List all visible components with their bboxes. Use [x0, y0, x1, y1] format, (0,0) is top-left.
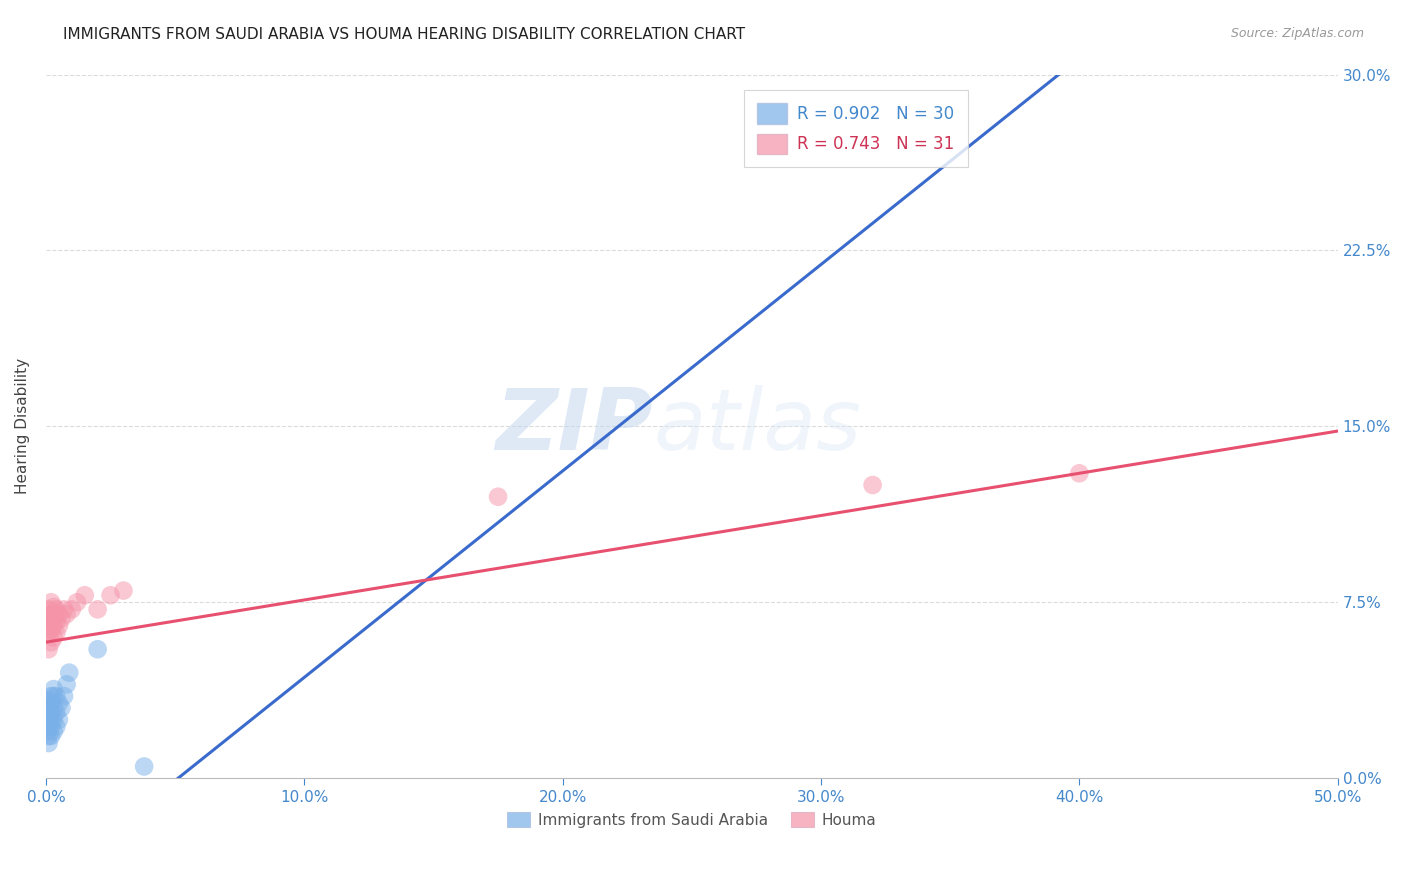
Point — [60, 602, 83, 616]
Text: IMMIGRANTS FROM SAUDI ARABIA VS HOUMA HEARING DISABILITY CORRELATION CHART: IMMIGRANTS FROM SAUDI ARABIA VS HOUMA HE… — [63, 27, 745, 42]
Point — [38, 642, 60, 657]
Point — [42, 701, 65, 715]
Point — [39, 720, 62, 734]
Point — [48, 619, 70, 633]
Point — [39, 696, 62, 710]
Point — [39, 713, 62, 727]
Point — [39, 624, 62, 638]
Point — [39, 706, 62, 720]
Point — [100, 588, 122, 602]
Point — [73, 588, 96, 602]
Point — [39, 607, 62, 621]
Point — [45, 602, 67, 616]
Text: ZIP: ZIP — [495, 384, 652, 468]
Point — [38, 612, 60, 626]
Point — [38, 713, 60, 727]
Point — [86, 602, 108, 616]
Point — [42, 724, 65, 739]
Text: atlas: atlas — [652, 384, 860, 468]
Point — [39, 689, 62, 703]
Point — [38, 701, 60, 715]
Point — [45, 720, 67, 734]
Point — [112, 583, 135, 598]
Point — [45, 625, 67, 640]
Point — [42, 682, 65, 697]
Y-axis label: Hearing Disability: Hearing Disability — [15, 359, 30, 494]
Point — [55, 607, 77, 621]
Point — [38, 720, 60, 734]
Point — [42, 607, 65, 621]
Point — [38, 724, 60, 739]
Point — [39, 729, 62, 743]
Point — [38, 602, 60, 616]
Point — [45, 689, 67, 703]
Point — [42, 599, 65, 614]
Point — [39, 635, 62, 649]
Point — [51, 701, 73, 715]
Point — [66, 595, 89, 609]
Point — [38, 694, 60, 708]
Point — [38, 736, 60, 750]
Legend: Immigrants from Saudi Arabia, Houma: Immigrants from Saudi Arabia, Houma — [502, 805, 883, 834]
Point — [42, 619, 65, 633]
Point — [45, 614, 67, 628]
Point — [134, 759, 156, 773]
Point — [38, 619, 60, 633]
Point — [48, 607, 70, 621]
Point — [48, 696, 70, 710]
Point — [86, 642, 108, 657]
Point — [38, 729, 60, 743]
Point — [55, 677, 77, 691]
Point — [42, 631, 65, 645]
Point — [39, 595, 62, 609]
Point — [38, 706, 60, 720]
Point — [53, 689, 76, 703]
Point — [53, 602, 76, 616]
Point — [862, 478, 884, 492]
Point — [45, 706, 67, 720]
Point — [51, 612, 73, 626]
Point — [1069, 467, 1091, 481]
Point — [48, 713, 70, 727]
Point — [42, 689, 65, 703]
Point — [486, 490, 509, 504]
Text: Source: ZipAtlas.com: Source: ZipAtlas.com — [1230, 27, 1364, 40]
Point — [58, 665, 80, 680]
Point — [38, 625, 60, 640]
Point — [39, 614, 62, 628]
Point — [42, 713, 65, 727]
